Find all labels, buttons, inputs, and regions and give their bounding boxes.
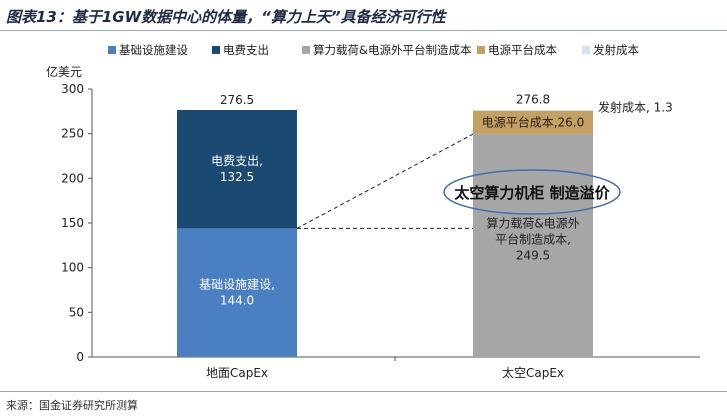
- legend-entry-1: 电费支出: [223, 43, 269, 57]
- y-tick-label-1: 50: [69, 305, 84, 319]
- bar-value-label-0: 基础设施建设, 144.0: [199, 278, 275, 308]
- dashed-connector-upper: [296, 133, 474, 229]
- bar-value-label-2-line-0: 算力载荷&电源外: [486, 216, 579, 231]
- chart-annotation: 太空算力机柜 制造溢价: [296, 133, 621, 229]
- bar-0-series-1: [177, 109, 297, 229]
- bar-value-label-1-line-1: 132.5: [220, 170, 254, 184]
- figure-title: 图表13：基于1GW数据中心的体量，“算力上天”具备经济可行性: [6, 8, 446, 26]
- y-tick-label-0: 0: [76, 350, 84, 364]
- y-tick-label-4: 200: [61, 171, 84, 185]
- legend-swatch-1: [212, 46, 220, 54]
- annotation-text: 太空算力机柜 制造溢价: [454, 184, 610, 202]
- bar-value-label-3-line-0: 电源平台成本,26.0: [482, 115, 585, 130]
- bar-value-label-1: 电费支出, 132.5: [211, 154, 263, 184]
- chart-bars: [177, 109, 593, 357]
- legend-entry-3: 电源平台成本: [488, 43, 557, 57]
- y-axis-unit-label: 亿美元: [46, 64, 82, 79]
- legend-swatch-0: [108, 46, 116, 54]
- bar-total-label-0: 276.5: [220, 93, 254, 107]
- y-tick-label-5: 250: [61, 127, 84, 141]
- footer-divider: [0, 391, 727, 392]
- y-tick-label-3: 150: [61, 216, 84, 230]
- x-category-label-1: 太空CapEx: [502, 365, 564, 380]
- stacked-bar-chart: 基础设施建设 电费支出 算力载荷&电源外平台制造成本 电源平台成本 发射成本 亿美元 0…: [46, 43, 700, 380]
- source-note: 来源：国金证券研究所测算: [6, 399, 138, 412]
- chart-labels: 276.5 276.8 基础设施建设, 144.0 电费支出, 132.5 算力载荷&电源外…: [199, 93, 673, 308]
- legend-entry-0: 基础设施建设: [119, 43, 188, 57]
- y-tick-label-2: 100: [61, 261, 84, 275]
- bar-1-series-3: [473, 110, 593, 135]
- bar-value-label-2: 算力载荷&电源外平台制造成本, 249.5: [486, 216, 579, 263]
- bar-value-label-2-line-2: 249.5: [516, 249, 550, 263]
- legend-swatch-4: [582, 46, 590, 54]
- legend-entry-4: 发射成本: [593, 43, 639, 57]
- legend-swatch-3: [477, 46, 485, 54]
- title-divider: [0, 30, 727, 31]
- bar-value-label-0-line-0: 基础设施建设,: [199, 278, 275, 292]
- x-category-label-0: 地面CapEx: [206, 366, 268, 380]
- bar-value-label-2-line-1: 平台制造成本,: [495, 232, 571, 247]
- bar-value-label-3: 电源平台成本,26.0: [482, 115, 585, 130]
- legend-entry-2: 算力载荷&电源外平台制造成本: [313, 43, 472, 57]
- legend-swatch-2: [302, 46, 310, 54]
- annotation-ellipse: [443, 169, 621, 215]
- bar-1-series-4: [473, 109, 593, 111]
- y-tick-label-6: 300: [61, 82, 84, 96]
- bar-total-label-1: 276.8: [516, 93, 550, 107]
- bar-value-label-4: 发射成本, 1.3: [598, 100, 673, 115]
- bar-1-series-2: [473, 134, 593, 357]
- bar-value-label-0-line-1: 144.0: [220, 294, 254, 308]
- chart-legend: 基础设施建设 电费支出 算力载荷&电源外平台制造成本 电源平台成本 发射成本: [108, 43, 639, 57]
- bar-value-label-1-line-0: 电费支出,: [211, 154, 263, 168]
- chart-axes: 0 50 100 150 200 250 300 地面CapEx 太空CapEx: [61, 82, 700, 380]
- bar-0-series-0: [177, 228, 297, 357]
